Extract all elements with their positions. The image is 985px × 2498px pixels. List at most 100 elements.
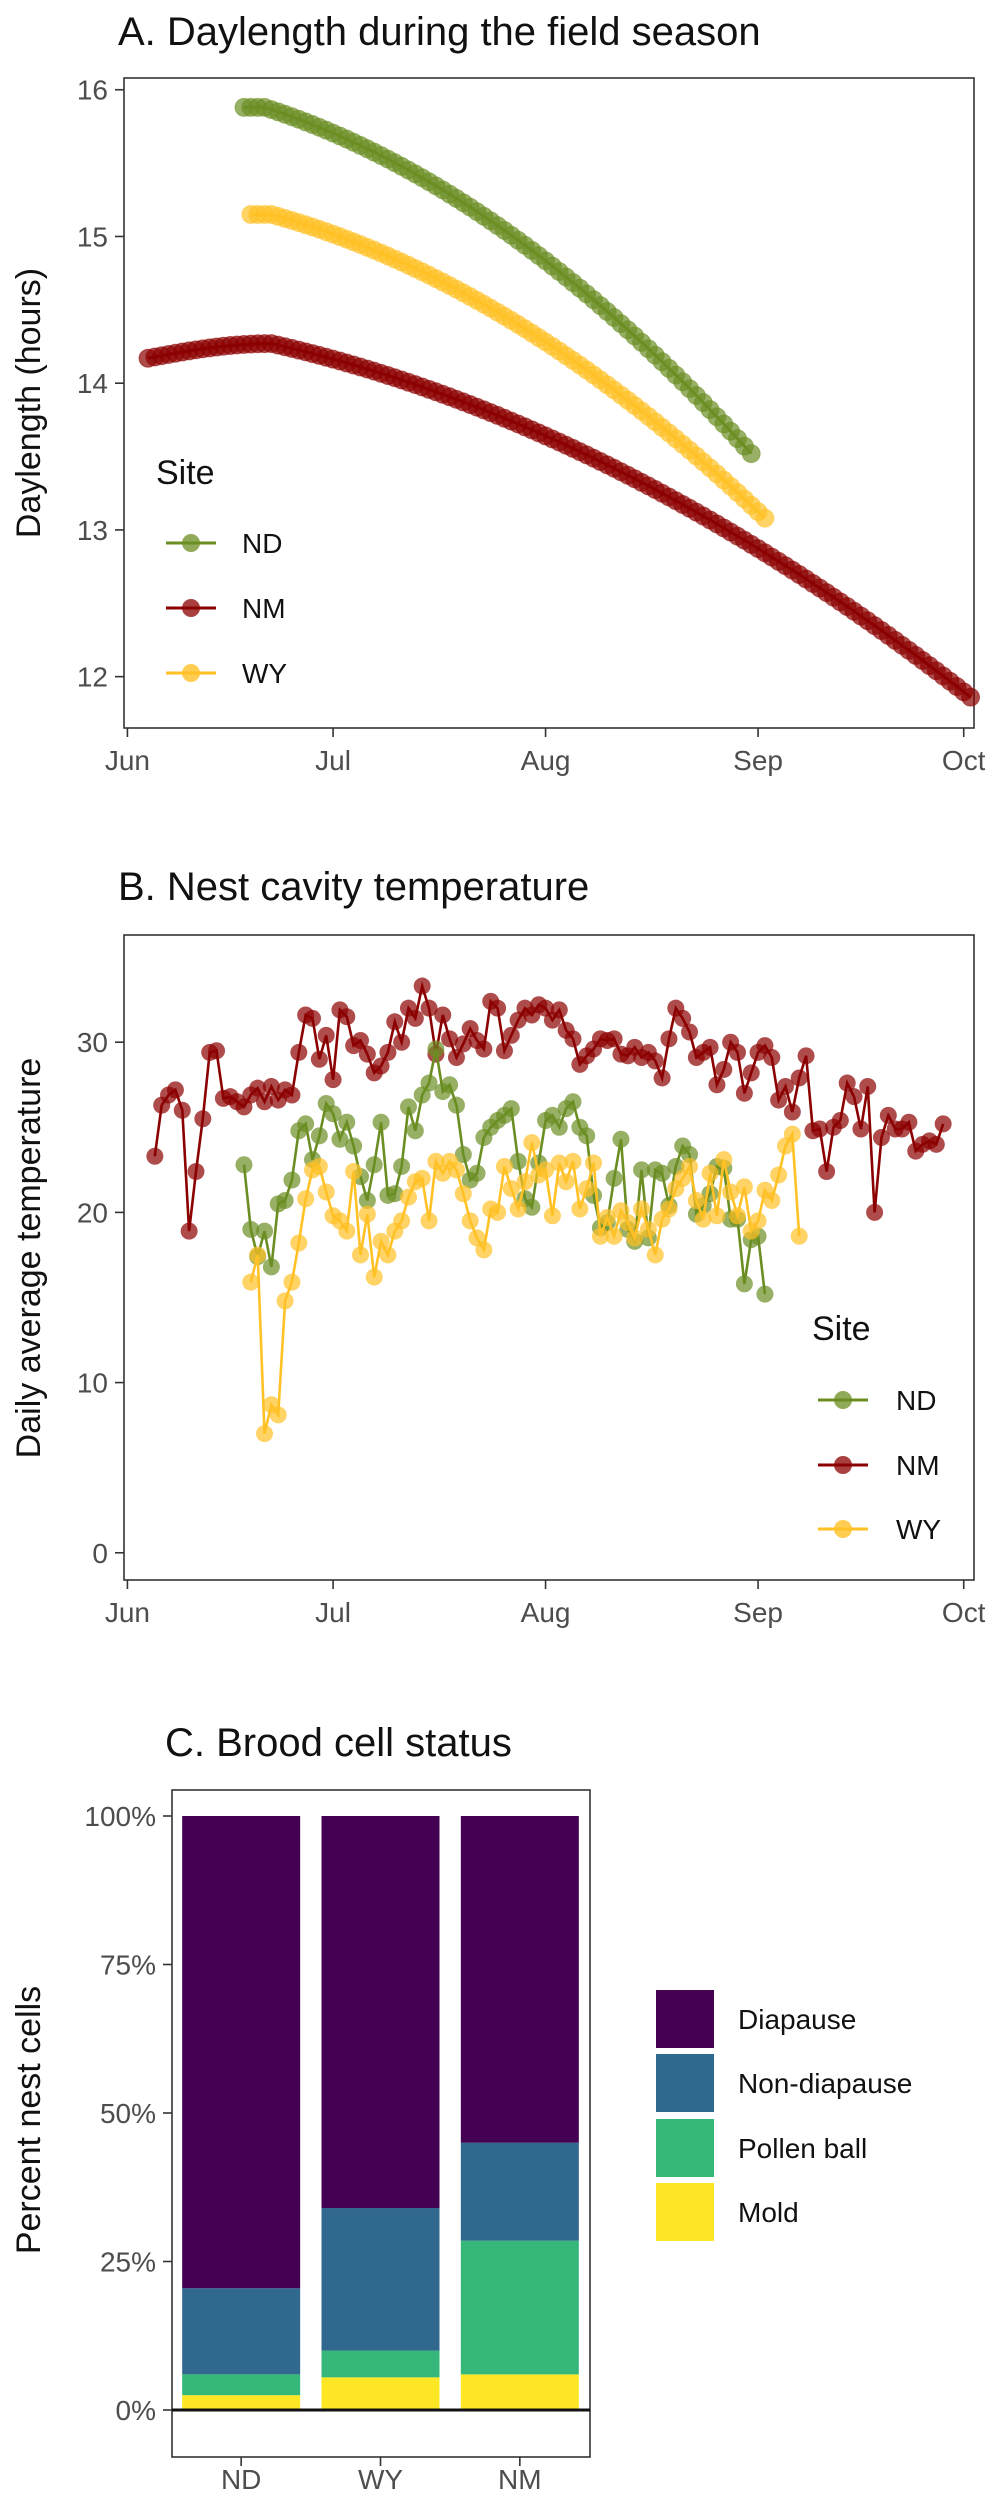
- data-point: [763, 1049, 781, 1067]
- data-point: [605, 1227, 623, 1245]
- data-point: [454, 1185, 472, 1203]
- x-tick-label: Aug: [521, 1597, 571, 1628]
- data-point: [441, 1030, 459, 1048]
- series-wy: [241, 204, 775, 528]
- data-point: [242, 1220, 260, 1238]
- series-wy: [242, 1125, 808, 1443]
- data-point: [660, 1200, 678, 1218]
- panel-c-legend-item-diapause: Diapause: [656, 1990, 856, 2048]
- data-point: [543, 1207, 561, 1225]
- bar-segment-non-diapause: [321, 2208, 440, 2351]
- data-point: [427, 1040, 445, 1058]
- data-point: [852, 1120, 870, 1138]
- data-point: [961, 687, 981, 707]
- y-tick-label: 30: [77, 1027, 108, 1058]
- panel-c-y-ticks: 0% 25% 50% 75% 100%: [84, 1801, 172, 2426]
- data-point: [755, 508, 775, 528]
- data-point: [660, 1030, 678, 1048]
- data-point: [406, 1009, 424, 1027]
- legend-label-wy: WY: [242, 658, 287, 689]
- data-point: [310, 1050, 328, 1068]
- data-point: [653, 1069, 671, 1087]
- data-point: [393, 1033, 411, 1051]
- legend-label-wy: WY: [896, 1514, 941, 1545]
- data-point: [550, 1001, 568, 1019]
- panel-b-x-ticks: Jun Jul Aug Sep Oct: [105, 1580, 985, 1628]
- x-tick-label: Jun: [105, 1597, 150, 1628]
- y-tick-label: 20: [77, 1197, 108, 1228]
- data-point: [722, 1183, 740, 1201]
- data-point: [646, 1052, 664, 1070]
- data-point: [358, 1205, 376, 1223]
- series-nm: [146, 977, 952, 1240]
- data-point: [351, 1246, 369, 1264]
- data-point: [256, 1425, 274, 1443]
- data-point: [550, 1154, 568, 1172]
- data-point: [304, 1009, 322, 1027]
- data-point: [811, 1120, 829, 1138]
- bar-segment-mold: [182, 2395, 301, 2410]
- data-point: [372, 1232, 390, 1250]
- data-point: [550, 1118, 568, 1136]
- bar-segment-pollen-ball: [182, 2374, 301, 2396]
- data-point: [715, 1151, 733, 1169]
- legend-label-nm: NM: [896, 1450, 940, 1481]
- data-point: [879, 1106, 897, 1124]
- y-tick-label: 13: [77, 515, 108, 546]
- data-point: [256, 1093, 274, 1111]
- data-point: [639, 1220, 657, 1238]
- data-point: [578, 1127, 596, 1145]
- data-point: [741, 444, 761, 464]
- data-point: [331, 1130, 349, 1148]
- data-point: [742, 1064, 760, 1082]
- data-point: [242, 1273, 260, 1291]
- x-tick-label: ND: [221, 2464, 261, 2493]
- panel-a-title: A. Daylength during the field season: [118, 10, 761, 54]
- data-point: [687, 1191, 705, 1209]
- data-point: [297, 1190, 315, 1208]
- data-point: [283, 1273, 301, 1291]
- data-point: [324, 1105, 342, 1123]
- data-point: [208, 1042, 226, 1060]
- data-point: [406, 1122, 424, 1140]
- panel-a-legend-item-nm: NM: [166, 593, 286, 624]
- data-point: [564, 1093, 582, 1111]
- data-point: [633, 1200, 651, 1218]
- legend-marker-nm: [834, 1456, 852, 1474]
- data-point: [523, 1134, 541, 1152]
- bar-segment-diapause: [182, 1816, 301, 2289]
- legend-label-pollen-ball: Pollen ball: [738, 2133, 867, 2164]
- panel-c-legend-item-non-diapause: Non-diapause: [656, 2054, 912, 2112]
- panel-a-legend-title: Site: [156, 454, 215, 492]
- legend-marker-nd: [834, 1391, 852, 1409]
- data-point: [297, 1115, 315, 1133]
- y-tick-label: 10: [77, 1368, 108, 1399]
- data-point: [585, 1154, 603, 1172]
- panel-a-plot-area: [123, 77, 975, 729]
- data-point: [783, 1103, 801, 1121]
- data-point: [708, 1207, 726, 1225]
- x-tick-label: Aug: [521, 745, 571, 776]
- data-point: [927, 1135, 945, 1153]
- data-point: [831, 1112, 849, 1130]
- data-point: [262, 1077, 280, 1095]
- data-point: [187, 1163, 205, 1181]
- data-point: [619, 1214, 637, 1232]
- panel-c-x-ticks: ND WY NM: [221, 2457, 542, 2495]
- legend-marker-nd: [182, 534, 200, 552]
- data-point: [770, 1166, 788, 1184]
- x-tick-label: Sep: [733, 745, 783, 776]
- data-point: [681, 1023, 699, 1041]
- y-tick-label: 75%: [100, 1950, 156, 1981]
- panel-b-legend-title: Site: [812, 1310, 871, 1348]
- data-point: [447, 1096, 465, 1114]
- x-tick-label: Jul: [315, 1597, 351, 1628]
- data-point: [351, 1032, 369, 1050]
- data-point: [269, 1406, 287, 1424]
- data-point: [509, 1152, 527, 1170]
- data-point: [735, 1178, 753, 1196]
- panel-a-y-axis-label: Daylength (hours): [10, 268, 48, 538]
- data-point: [413, 1169, 431, 1187]
- panel-c-legend: Diapause Non-diapause Pollen ball Mold: [656, 1990, 912, 2241]
